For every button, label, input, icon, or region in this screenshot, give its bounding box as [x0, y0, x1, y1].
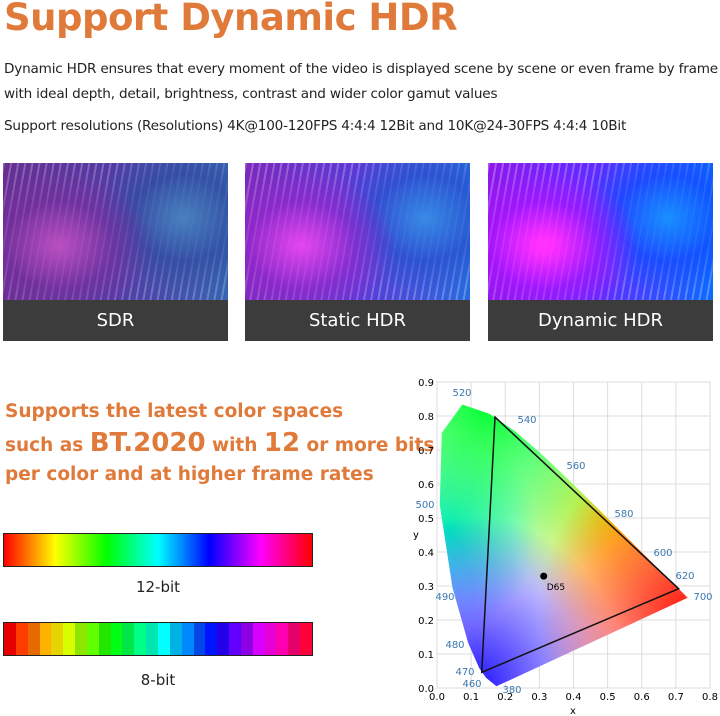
image [488, 163, 713, 300]
text: or more bits [300, 435, 435, 456]
y-tick-label: 0.6 [418, 480, 434, 491]
step [39, 623, 52, 655]
step [4, 623, 17, 655]
step [193, 623, 206, 655]
caption: SDR [3, 300, 228, 341]
wavelength-label: 380 [502, 685, 521, 696]
heading-line: Supports the latest color spaces [5, 401, 344, 422]
wavelength-label: 490 [435, 592, 454, 603]
wavelength-label: 520 [452, 388, 471, 399]
x-tick-label: 0.1 [463, 692, 479, 703]
step [264, 623, 277, 655]
step [27, 623, 41, 655]
wavelength-label: 480 [445, 640, 464, 651]
y-tick-label: 0.3 [418, 582, 434, 593]
step [240, 623, 254, 655]
wavelength-label: 500 [415, 500, 434, 511]
x-tick-label: 0.6 [634, 692, 650, 703]
step [51, 623, 64, 655]
image [3, 163, 228, 300]
caption: Static HDR [245, 300, 470, 341]
y-tick-label: 0.0 [418, 684, 434, 695]
wavelength-label: 600 [653, 548, 672, 559]
wavelength-label: 580 [614, 509, 633, 520]
y-tick-label: 0.9 [418, 378, 434, 389]
x-tick-label: 0.4 [566, 692, 582, 703]
resolutions: Support resolutions (Resolutions) 4K@100… [4, 118, 627, 134]
bar-label: 12-bit [135, 578, 181, 596]
x-tick-label: 0.8 [702, 692, 718, 703]
step [122, 623, 135, 655]
bt2020-triangle [480, 415, 680, 674]
cie-diagram: 0.0 0.1 0.2 0.3 0.4 0.5 0.6 0.7 0.8 0.0 0.1 0.2 0.3 0… [413, 378, 718, 716]
heading-line: per color and at higher frame rates [5, 464, 374, 485]
step [134, 623, 147, 655]
step [15, 623, 29, 655]
x-tick-label: 0.3 [531, 692, 547, 703]
step [146, 623, 159, 655]
text: 12 [263, 428, 301, 458]
step [86, 623, 100, 655]
panel: SDR [3, 163, 228, 341]
caption: Dynamic HDR [488, 300, 713, 341]
text: with [205, 435, 264, 456]
x-tick-label: 0.5 [600, 692, 616, 703]
wavelength-label: 620 [675, 571, 694, 582]
text: such as [5, 435, 90, 456]
white-point [540, 572, 548, 580]
x-tick-label: 0.0 [429, 692, 445, 703]
heading-line: such as BT.2020 with 12 or more bits [5, 428, 434, 458]
wavelength-label: 700 [693, 592, 712, 603]
step [110, 623, 123, 655]
step [158, 623, 171, 655]
wavelength-label: 470 [455, 667, 474, 678]
gradient-bar [3, 533, 313, 567]
panel: Dynamic HDR [488, 163, 713, 341]
step [217, 623, 230, 655]
y-tick-label: 0.1 [418, 650, 434, 661]
x-axis-label: x [570, 706, 576, 716]
step [300, 623, 313, 655]
step [229, 623, 242, 655]
x-tick-label: 0.2 [497, 692, 513, 703]
stepped-bar [3, 622, 313, 656]
white-point-label: D65 [547, 583, 565, 593]
step [252, 623, 266, 655]
y-tick-label: 0.2 [418, 616, 434, 627]
step [169, 623, 183, 655]
step [276, 623, 289, 655]
description: Dynamic HDR ensures that every moment of… [4, 61, 718, 102]
panel: Static HDR [245, 163, 470, 341]
wavelength-label: 560 [566, 461, 585, 472]
step [288, 623, 301, 655]
step [205, 623, 218, 655]
wavelength-label: 540 [517, 415, 536, 426]
x-tick-label: 0.7 [668, 692, 684, 703]
wavelength-label: 460 [462, 679, 481, 690]
title: Support Dynamic HDR [4, 0, 458, 39]
image [245, 163, 470, 300]
y-tick-label: 0.8 [418, 412, 434, 423]
step [181, 623, 195, 655]
step [98, 623, 112, 655]
y-axis-label: y [413, 530, 419, 541]
text: BT.2020 [89, 428, 206, 458]
step [63, 623, 76, 655]
step [75, 623, 88, 655]
y-tick-label: 0.5 [418, 514, 434, 525]
y-tick-label: 0.4 [418, 548, 434, 559]
bar-label: 8-bit [140, 671, 176, 689]
y-tick-label: 0.7 [418, 446, 434, 457]
